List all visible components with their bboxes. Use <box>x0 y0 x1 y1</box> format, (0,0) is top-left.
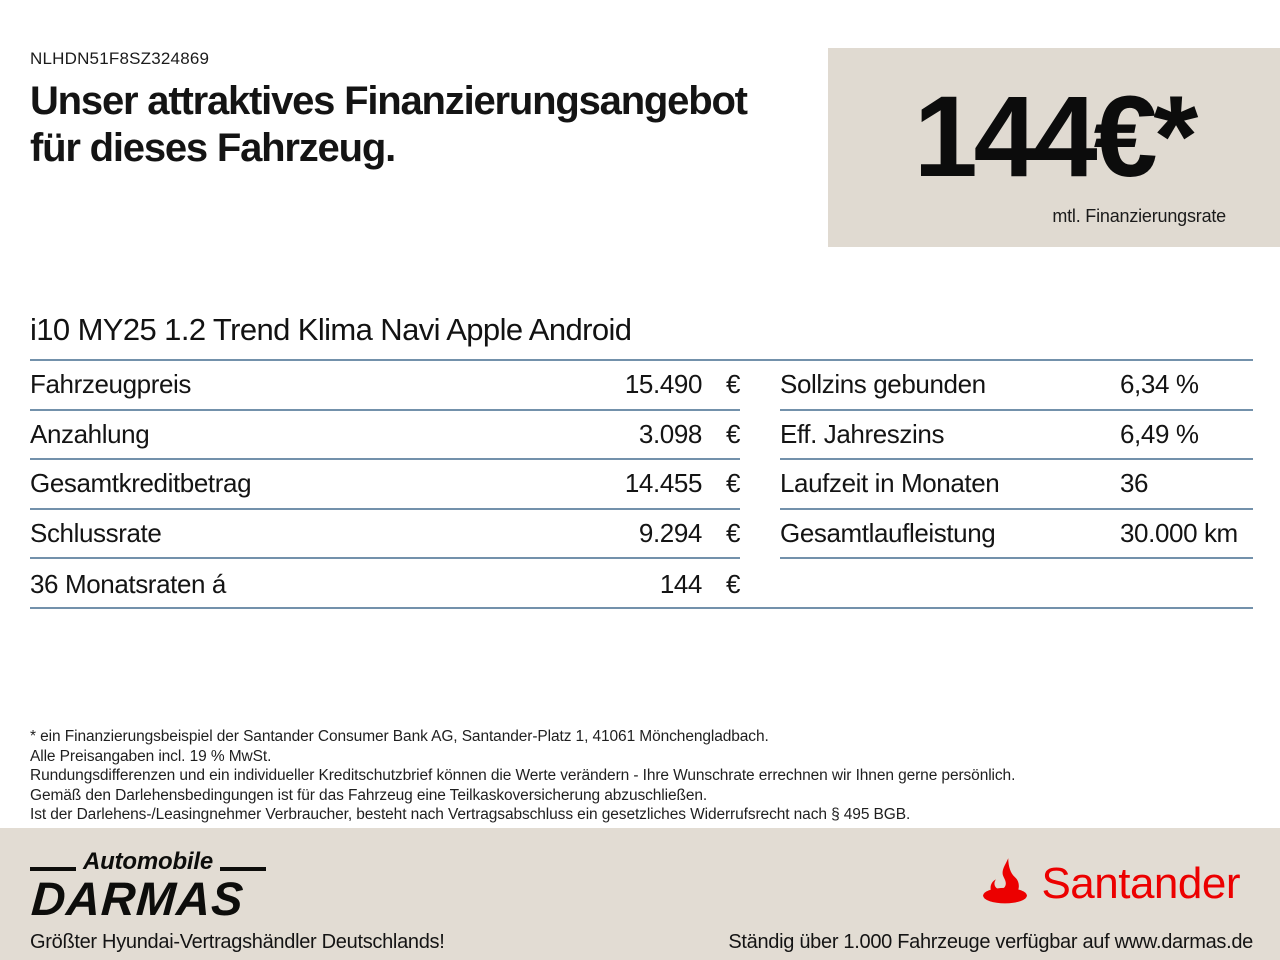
santander-wordmark: Santander <box>1041 858 1240 908</box>
table-row: Eff. Jahreszins 6,49 % <box>780 411 1253 461</box>
disclaimer-line: Ist der Darlehens-/Leasingnehmer Verbrau… <box>30 806 911 824</box>
row-unit: € <box>725 418 740 449</box>
finance-table-left-column: Fahrzeugpreis 15.490 € Anzahlung 3.098 €… <box>30 361 740 609</box>
table-row: Schlussrate 9.294 € <box>30 510 740 560</box>
table-row: Sollzins gebunden 6,34 % <box>780 361 1253 411</box>
monthly-rate-amount: 144€* <box>913 73 1199 201</box>
vehicle-title: i10 MY25 1.2 Trend Klima Navi Apple Andr… <box>30 312 1253 361</box>
row-unit: € <box>725 369 740 400</box>
darmas-logo: Automobile DARMAS <box>29 848 266 925</box>
row-value: 6,34 % <box>1120 369 1199 400</box>
finance-table-right-column: Sollzins gebunden 6,34 % Eff. Jahreszins… <box>780 361 1253 609</box>
row-label: Eff. Jahreszins <box>780 418 945 449</box>
availability-tagline: Ständig über 1.000 Fahrzeuge verfügbar a… <box>728 931 1253 953</box>
row-label: Anzahlung <box>30 418 150 449</box>
row-unit: € <box>725 518 740 549</box>
darmas-logo-left-bar <box>30 867 76 871</box>
footer: Automobile DARMAS Größter Hyundai-Vertra… <box>0 828 1280 960</box>
row-value: 3.098 <box>638 418 702 449</box>
row-value: 6,49 % <box>1120 418 1199 449</box>
row-value: 36 <box>1120 468 1149 499</box>
row-label: 36 Monatsraten á <box>30 568 226 599</box>
darmas-logo-right-bar <box>220 867 266 871</box>
finance-table: Fahrzeugpreis 15.490 € Anzahlung 3.098 €… <box>30 361 1253 609</box>
row-label: Sollzins gebunden <box>780 369 986 400</box>
row-label: Gesamtlaufleistung <box>780 518 996 549</box>
table-row: Fahrzeugpreis 15.490 € <box>30 361 740 411</box>
table-row: Anzahlung 3.098 € <box>30 411 740 461</box>
row-label: Gesamtkreditbetrag <box>30 468 252 499</box>
row-value: 15.490 <box>624 369 703 400</box>
santander-logo: Santander <box>979 858 1240 909</box>
disclaimer-line: Alle Preisangaben incl. 19 % MwSt. <box>30 747 272 765</box>
disclaimer-line: Gemäß den Darlehensbedingungen ist für d… <box>30 786 708 804</box>
price-box: 144€* mtl. Finanzierungsrate <box>828 48 1280 247</box>
offer-heading: Unser attraktives Finanzierungsangebot f… <box>30 78 748 172</box>
darmas-logo-automobile: Automobile <box>83 848 213 875</box>
row-value: 144 <box>659 568 703 599</box>
row-value: 30.000 km <box>1120 518 1238 549</box>
disclaimer-line: Rundungsdifferenzen und ein individuelle… <box>30 767 1016 785</box>
vin-text: NLHDN51F8SZ324869 <box>30 49 210 68</box>
table-row: Laufzeit in Monaten 36 <box>780 460 1253 510</box>
row-value: 9.294 <box>638 518 702 549</box>
dealer-tagline: Größter Hyundai-Vertragshändler Deutschl… <box>30 931 445 953</box>
offer-heading-line1: Unser attraktives Finanzierungsangebot <box>30 79 748 123</box>
table-row: 36 Monatsraten á 144 € <box>30 559 740 609</box>
row-label: Fahrzeugpreis <box>30 369 191 400</box>
offer-heading-line2: für dieses Fahrzeug. <box>30 126 396 170</box>
row-value: 14.455 <box>624 468 703 499</box>
disclaimer: * ein Finanzierungsbeispiel der Santande… <box>30 727 1130 825</box>
darmas-logo-name: DARMAS <box>29 872 246 925</box>
row-label: Laufzeit in Monaten <box>780 468 1000 499</box>
row-label: Schlussrate <box>30 518 162 549</box>
table-row: Gesamtlaufleistung 30.000 km <box>780 510 1253 560</box>
santander-flame-icon <box>979 858 1031 909</box>
monthly-rate-caption: mtl. Finanzierungsrate <box>1052 206 1226 226</box>
table-row: Gesamtkreditbetrag 14.455 € <box>30 460 740 510</box>
disclaimer-line: * ein Finanzierungsbeispiel der Santande… <box>30 728 769 745</box>
row-unit: € <box>725 568 740 599</box>
finance-section: i10 MY25 1.2 Trend Klima Navi Apple Andr… <box>30 312 1253 609</box>
row-unit: € <box>725 468 740 499</box>
